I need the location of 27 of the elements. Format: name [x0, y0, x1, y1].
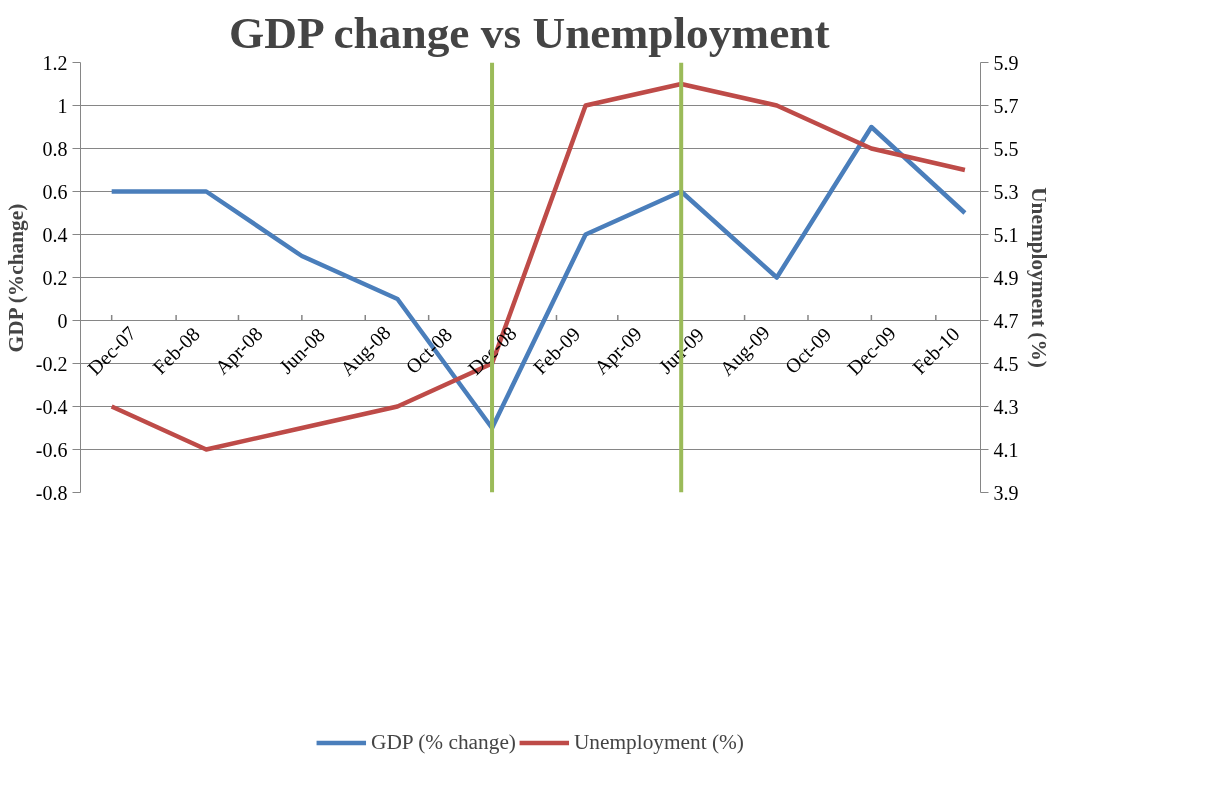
- legend-label: GDP (% change): [371, 729, 516, 755]
- y-tick-label: -0.4: [35, 395, 68, 418]
- y-tick-label: 0.4: [42, 223, 68, 246]
- y2-tick-label: 4.9: [993, 266, 1019, 289]
- y-tick-label: -0.6: [35, 438, 68, 461]
- y-tick-label: 1.2: [42, 51, 68, 74]
- y-tick-label: 0: [57, 309, 68, 332]
- y-tick-label: -0.2: [35, 352, 68, 375]
- y2-tick-label: 5.9: [993, 51, 1019, 74]
- y2-tick-label: 3.9: [993, 481, 1019, 504]
- y2-tick-label: 4.5: [993, 352, 1019, 375]
- y-tick-label: 1: [57, 94, 68, 117]
- y2-tick-label: 5.3: [993, 180, 1019, 203]
- y2-tick-label: 5.1: [993, 223, 1019, 246]
- y-tick-label: 0.8: [42, 137, 68, 160]
- y-tick-label: 0.6: [42, 180, 68, 203]
- y2-tick-label: 5.7: [993, 94, 1019, 117]
- y2-tick-label: 4.7: [993, 309, 1019, 332]
- y-tick-label: -0.8: [35, 481, 68, 504]
- y2-tick-label: 4.1: [993, 438, 1019, 461]
- legend-label: Unemployment (%): [573, 729, 744, 755]
- y2-tick-label: 5.5: [993, 137, 1019, 160]
- y2-tick-label: 4.3: [993, 395, 1019, 418]
- y-axis-title: GDP (%change): [3, 203, 28, 353]
- y-tick-label: 0.2: [42, 266, 68, 289]
- y2-axis-title: Unemployment (%): [1026, 187, 1051, 368]
- chart-title: GDP change vs Unemployment: [228, 7, 830, 58]
